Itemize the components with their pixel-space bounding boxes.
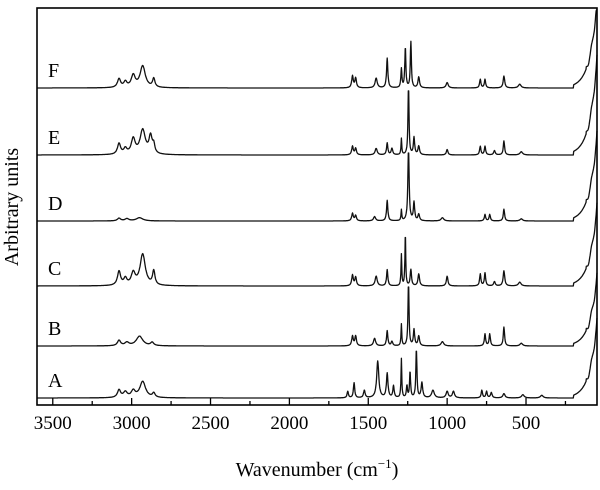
x-axis-ticks: 3500 3000 2500 2000 1500 1000 500	[34, 398, 567, 434]
series-labels: A B C D E F	[48, 60, 63, 392]
series-label-e: E	[48, 127, 60, 149]
spectrum-line-e	[36, 54, 598, 156]
series-label-b: B	[48, 318, 61, 340]
x-tick-label: 3500	[34, 413, 72, 434]
x-tick-label: 1500	[349, 413, 387, 434]
spectrum-line-c	[36, 202, 598, 287]
x-tick-label: 1000	[428, 413, 466, 434]
spectrum-line-a	[36, 317, 598, 399]
spectrum-line-b	[36, 272, 598, 347]
series-label-c: C	[48, 258, 61, 280]
x-axis-title-text: Wavenumber (cm	[236, 459, 379, 481]
x-tick-label: 2500	[192, 413, 230, 434]
x-axis-title-superscript: −1	[378, 456, 392, 471]
plot-frame	[36, 7, 598, 406]
y-axis-title: Arbitrary units	[1, 148, 23, 267]
spectrum-line-f	[36, 9, 598, 89]
x-axis-title-close: )	[392, 459, 399, 481]
x-tick-label: 500	[512, 413, 541, 434]
spectrum-line-d	[36, 130, 598, 222]
series-label-f: F	[48, 60, 59, 82]
x-tick-label: 2000	[270, 413, 308, 434]
x-axis-title: Wavenumber (cm−1)	[236, 456, 399, 481]
x-tick-label: 3000	[113, 413, 151, 434]
spectra-group	[36, 9, 598, 399]
series-label-a: A	[48, 370, 63, 392]
series-label-d: D	[48, 193, 62, 215]
